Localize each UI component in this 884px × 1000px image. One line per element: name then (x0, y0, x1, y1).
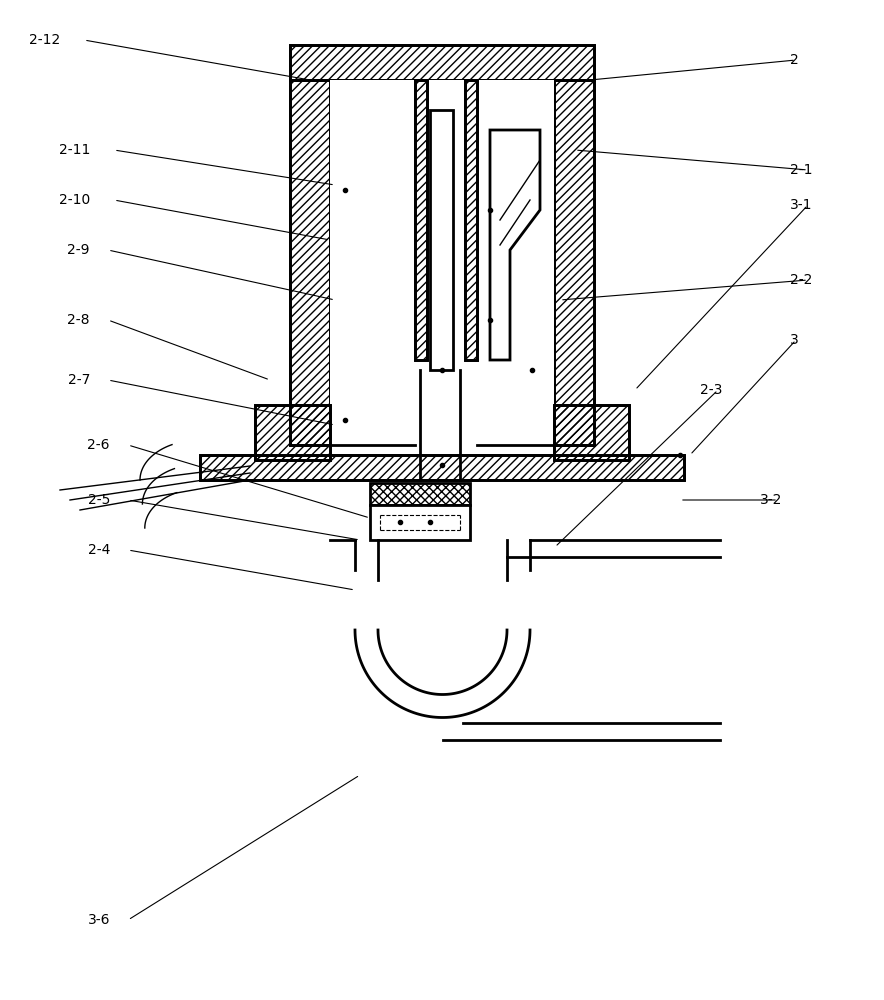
Bar (330, 80, 554, 445)
Text: 2-1: 2-1 (790, 163, 812, 177)
Bar (465, 80, 477, 360)
Bar (554, 80, 594, 445)
Text: 2: 2 (790, 53, 799, 67)
Bar (290, 80, 330, 445)
Polygon shape (490, 130, 540, 360)
Text: 2-3: 2-3 (700, 383, 722, 397)
Text: 3-1: 3-1 (790, 198, 812, 212)
Text: 2-2: 2-2 (790, 273, 812, 287)
Text: 2-11: 2-11 (58, 143, 90, 157)
Text: 2-6: 2-6 (88, 438, 110, 452)
Text: 2-8: 2-8 (67, 313, 90, 327)
Bar (370, 483, 470, 505)
Bar (370, 505, 470, 540)
Text: 3-6: 3-6 (88, 913, 110, 927)
Bar (200, 455, 684, 480)
Text: 2-7: 2-7 (67, 373, 90, 387)
Bar (554, 405, 629, 460)
Text: 2-4: 2-4 (88, 543, 110, 557)
Text: 3-2: 3-2 (760, 493, 782, 507)
Text: 2-12: 2-12 (29, 33, 60, 47)
Bar (415, 80, 427, 360)
Text: 2-10: 2-10 (58, 193, 90, 207)
Text: 2-9: 2-9 (67, 243, 90, 257)
Bar (255, 405, 330, 460)
Bar (290, 45, 594, 80)
Text: 2-5: 2-5 (88, 493, 110, 507)
Bar (430, 110, 453, 370)
Text: 3: 3 (790, 333, 799, 347)
